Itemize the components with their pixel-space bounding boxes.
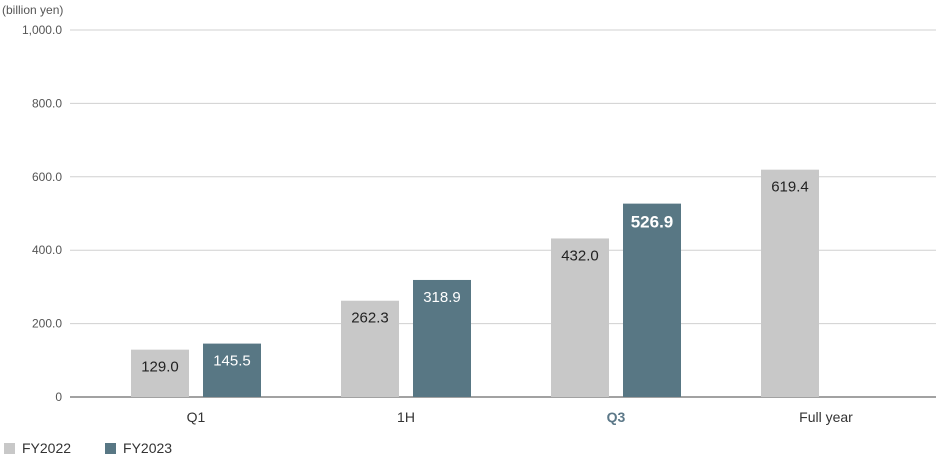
bar-fy2023-q3	[623, 203, 681, 397]
bars	[131, 169, 819, 397]
category-labels: Q1 1H Q3 Full year	[187, 409, 854, 425]
legend: FY2022 FY2023	[4, 440, 172, 456]
y-axis-ticks: 0 200.0 400.0 600.0 800.0 1,000.0	[22, 23, 62, 404]
category-label: Full year	[799, 409, 853, 425]
y-tick-label: 1,000.0	[22, 23, 62, 37]
data-label: 432.0	[561, 247, 599, 264]
value-labels: 129.0 145.5 262.3 318.9 432.0 526.9 619.4	[141, 179, 809, 376]
y-tick-label: 0	[55, 390, 62, 404]
category-label: 1H	[397, 409, 415, 425]
legend-item-fy2022: FY2022	[4, 440, 71, 456]
data-label: 129.0	[141, 359, 179, 376]
legend-swatch	[4, 442, 15, 454]
bar-fy2023-q1	[203, 343, 261, 397]
data-label: 526.9	[631, 213, 674, 232]
y-tick-label: 400.0	[32, 243, 62, 257]
data-label: 619.4	[771, 179, 809, 196]
bar-fy2022-full-year	[761, 169, 819, 397]
bar-fy2023-1h	[413, 279, 471, 397]
legend-label: FY2022	[22, 440, 72, 456]
unit-label: (billion yen)	[2, 3, 63, 17]
bar-fy2022-q3	[551, 238, 609, 397]
bar-fy2022-1h	[341, 300, 399, 397]
category-label: Q3	[607, 409, 626, 425]
data-label: 318.9	[423, 289, 461, 306]
legend-swatch	[105, 442, 117, 454]
legend-item-fy2023: FY2023	[105, 440, 172, 456]
data-label: 145.5	[213, 353, 251, 370]
data-label: 262.3	[351, 310, 389, 327]
bar-chart: (billion yen) 0 200.0 400.0 600.0 800.0 1,000…	[2, 3, 936, 425]
bar-fy2022-q1	[131, 349, 189, 397]
y-tick-label: 200.0	[32, 317, 62, 331]
category-label: Q1	[187, 409, 206, 425]
y-tick-label: 600.0	[32, 170, 62, 184]
y-tick-label: 800.0	[32, 96, 62, 110]
legend-label: FY2023	[123, 440, 173, 456]
